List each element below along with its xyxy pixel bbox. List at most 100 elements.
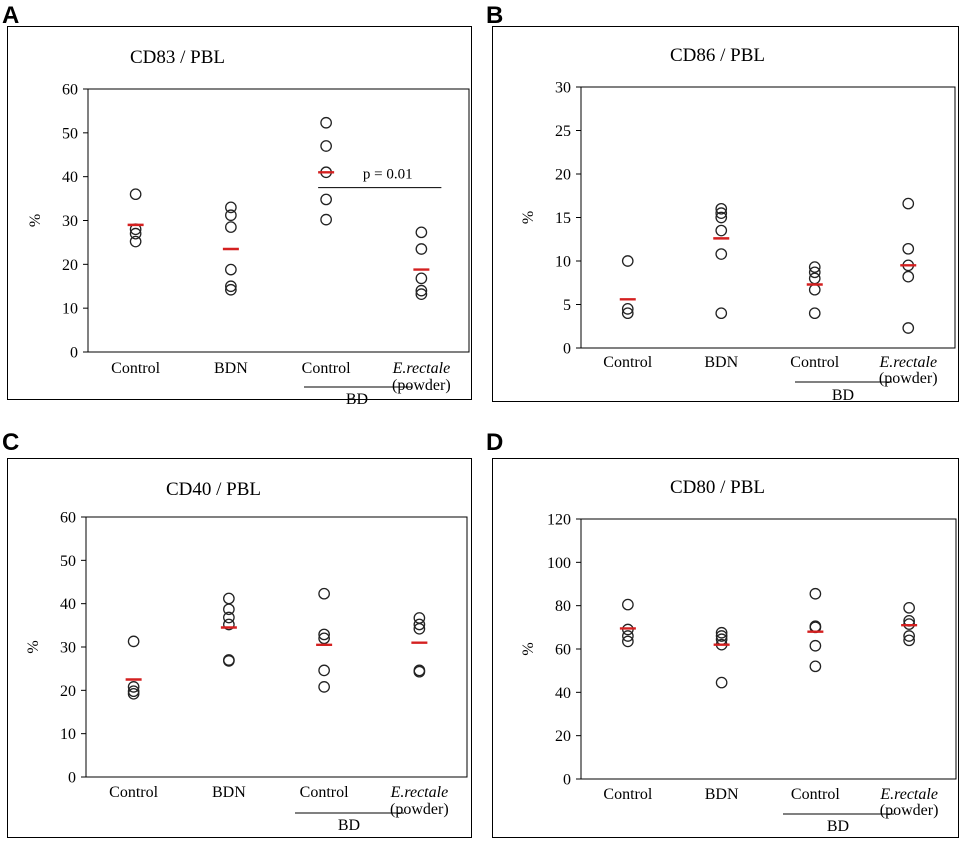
data-point <box>808 272 821 285</box>
data-point <box>127 681 140 693</box>
panel-label-d: D <box>486 429 504 456</box>
y-tick-label: 40 <box>62 169 78 186</box>
data-point <box>808 266 821 279</box>
data-point <box>129 227 142 240</box>
data-point <box>318 632 330 645</box>
y-tick-label: 20 <box>555 728 571 745</box>
data-point <box>715 224 728 237</box>
data-point <box>808 261 821 273</box>
chart-svg: CD80 / PBL 0 20 40 60 80 100 120% Control BDN Cont… <box>520 477 957 835</box>
data-point <box>715 207 728 219</box>
data-point <box>413 665 426 678</box>
data-point <box>320 140 332 152</box>
data-point <box>223 611 235 624</box>
panel-d: CD80 / PBL 0 20 40 60 80 100 120% Control BDN Cont… <box>492 458 959 838</box>
data-point <box>225 209 237 222</box>
y-axis-label: % <box>27 214 44 227</box>
y-tick-label: 10 <box>62 301 78 318</box>
x-category-label: E.rectale <box>392 360 451 377</box>
y-tick-label: 60 <box>62 82 78 99</box>
data-point <box>225 201 237 214</box>
data-point <box>621 302 634 315</box>
x-category-sublabel: (powder) <box>390 801 449 818</box>
group-label: BD <box>832 387 854 404</box>
y-tick-label: 80 <box>555 598 571 615</box>
data-point <box>223 618 235 631</box>
data-point <box>223 603 235 616</box>
data-point <box>902 197 915 210</box>
data-point <box>809 587 822 600</box>
data-point <box>622 598 634 611</box>
chart-title: CD83 / PBL <box>130 47 225 68</box>
x-category-label: Control <box>302 360 351 377</box>
data-point <box>622 635 634 648</box>
y-tick-label: 30 <box>62 213 78 230</box>
x-category-label: Control <box>111 360 160 377</box>
x-category-label: BDN <box>214 360 248 377</box>
y-tick-label: 0 <box>70 345 78 362</box>
data-point <box>621 307 634 320</box>
x-category-label: E.rectale <box>878 354 937 371</box>
data-point <box>413 622 426 635</box>
y-tick-label: 0 <box>563 341 571 358</box>
chart-title: CD40 / PBL <box>166 479 261 500</box>
data-point <box>225 263 237 276</box>
panel-c: CD40 / PBL 0 10 20 30 40 50 60% Control BDN Contro… <box>7 458 472 838</box>
data-point <box>903 630 915 642</box>
plot-area <box>580 86 956 349</box>
data-point <box>809 639 822 652</box>
data-point <box>127 687 140 700</box>
group-label: BD <box>338 817 360 834</box>
panel-b: CD86 / PBL 0 5 10 15 20 25 30% Control BDN Control… <box>492 26 959 404</box>
data-point <box>223 592 235 605</box>
data-point <box>225 283 237 296</box>
data-point <box>223 655 235 667</box>
y-tick-label: 40 <box>60 596 76 613</box>
y-tick-label: 10 <box>555 254 571 271</box>
data-point <box>715 626 728 639</box>
data-point <box>715 202 728 215</box>
panel-label-a: A <box>2 2 20 29</box>
p-value-label: p = 0.01 <box>363 167 413 183</box>
y-tick-label: 60 <box>555 642 571 659</box>
chart-svg: CD40 / PBL 0 10 20 30 40 50 60% Control BDN Contro… <box>25 479 468 834</box>
data-point <box>715 676 728 689</box>
data-point <box>318 628 330 641</box>
x-category-sublabel: (powder) <box>392 377 451 394</box>
group-label: BD <box>827 818 849 835</box>
data-point <box>225 221 237 233</box>
x-category-label: Control <box>300 784 349 801</box>
data-point <box>415 288 428 300</box>
data-point <box>415 243 428 255</box>
y-axis-label: % <box>520 211 537 224</box>
data-point <box>320 193 332 206</box>
data-point <box>622 630 634 642</box>
y-tick-label: 50 <box>62 125 78 142</box>
y-tick-label: 0 <box>68 770 76 787</box>
y-tick-label: 5 <box>563 297 571 314</box>
x-category-label: BDN <box>212 784 246 801</box>
y-tick-label: 30 <box>60 640 76 657</box>
data-point <box>903 601 915 614</box>
y-tick-label: 100 <box>547 555 571 572</box>
data-point <box>415 226 428 239</box>
data-point <box>129 188 142 201</box>
x-category-label: E.rectale <box>879 786 938 803</box>
data-point <box>127 635 140 648</box>
y-tick-label: 10 <box>60 726 76 743</box>
y-axis-label: % <box>25 640 42 653</box>
data-point <box>902 322 915 334</box>
group-label: BD <box>346 391 368 408</box>
data-point <box>808 307 821 320</box>
y-tick-label: 0 <box>563 772 571 789</box>
plot-area <box>85 516 468 778</box>
chart-title: CD86 / PBL <box>670 45 765 66</box>
x-category-label: BDN <box>704 354 738 371</box>
x-category-label: Control <box>603 786 652 803</box>
y-tick-label: 20 <box>62 257 78 274</box>
chart-svg: CD86 / PBL 0 5 10 15 20 25 30% Control BDN Control… <box>520 45 956 404</box>
data-point <box>318 681 330 693</box>
y-tick-label: 15 <box>555 210 571 227</box>
chart-title: CD80 / PBL <box>670 477 765 498</box>
data-point <box>129 235 142 248</box>
